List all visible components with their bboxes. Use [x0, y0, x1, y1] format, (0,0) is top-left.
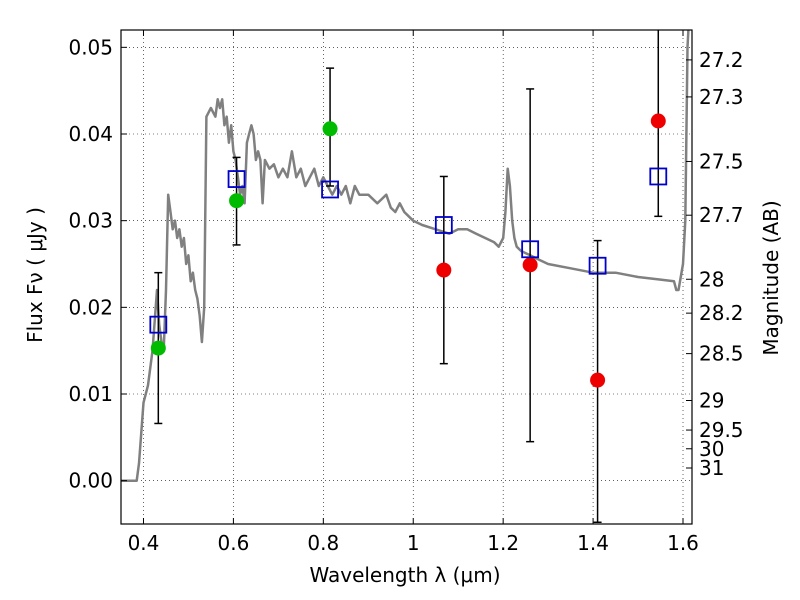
tick-labels: 0.4 0.6 0.8 1 1.2 1.4 1.6 0.00 0.01 0.02 0.03 0.04 0… — [68, 35, 743, 555]
model-photometry-square — [149, 315, 168, 334]
x-tick-label: 1.4 — [577, 531, 609, 555]
y2-tick-label: 27.2 — [699, 48, 744, 72]
y2-tick-label: 27.5 — [699, 149, 744, 173]
y2-tick-label: 29 — [699, 389, 724, 413]
red-data-point — [590, 372, 606, 388]
model-photometry-square — [434, 216, 453, 234]
y2-tick-label: 31 — [699, 456, 724, 480]
model-photometry-square — [321, 180, 339, 199]
model-photometry-square — [649, 167, 668, 186]
red-data-point — [650, 113, 666, 129]
green-data-point — [150, 340, 166, 356]
x-tick-label: 0.4 — [128, 531, 160, 555]
green-data-point — [322, 121, 338, 137]
x-tick-label: 0.8 — [307, 531, 339, 555]
y2-tick-label: 28 — [699, 267, 724, 291]
y2-tick-label: 27.7 — [699, 203, 744, 227]
model-photometry-square — [521, 240, 540, 259]
y-tick-label: 0.03 — [68, 209, 113, 233]
y2-tick-label: 28.5 — [699, 342, 744, 366]
model-spectrum — [121, 30, 690, 482]
red-data-point — [522, 257, 538, 273]
red-data-point — [436, 262, 452, 278]
x-tick-label: 1.2 — [487, 531, 519, 555]
model-photometry-square — [588, 256, 607, 275]
axis-ticks — [121, 30, 692, 524]
x-axis-label: Wavelength λ (μm) — [309, 563, 500, 587]
plot-frame — [120, 29, 693, 525]
x-tick-label: 0.6 — [217, 531, 249, 555]
green-data-point — [229, 193, 245, 209]
y2-tick-label: 27.3 — [699, 85, 744, 109]
y-tick-label: 0.04 — [68, 122, 113, 146]
x-tick-label: 1 — [407, 531, 420, 555]
model-spectrum-line — [121, 30, 690, 482]
y-tick-label: 0.01 — [68, 382, 113, 406]
y2-tick-label: 30 — [699, 437, 724, 461]
y-tick-label: 0.05 — [68, 35, 113, 59]
grid-lines — [121, 30, 692, 524]
data-points — [149, 113, 668, 388]
x-tick-label: 1.6 — [667, 531, 699, 555]
y2-axis-label: Magnitude (AB) — [759, 200, 783, 355]
model-photometry-square — [227, 170, 246, 188]
error-bars — [154, 30, 663, 524]
y-tick-label: 0.02 — [68, 295, 113, 319]
y-tick-label: 0.00 — [68, 469, 113, 493]
y2-tick-label: 28.2 — [699, 301, 744, 325]
y2-tick-label: 29.5 — [699, 418, 744, 442]
y-axis-label: Flux Fν ( μJy ) — [23, 207, 47, 343]
